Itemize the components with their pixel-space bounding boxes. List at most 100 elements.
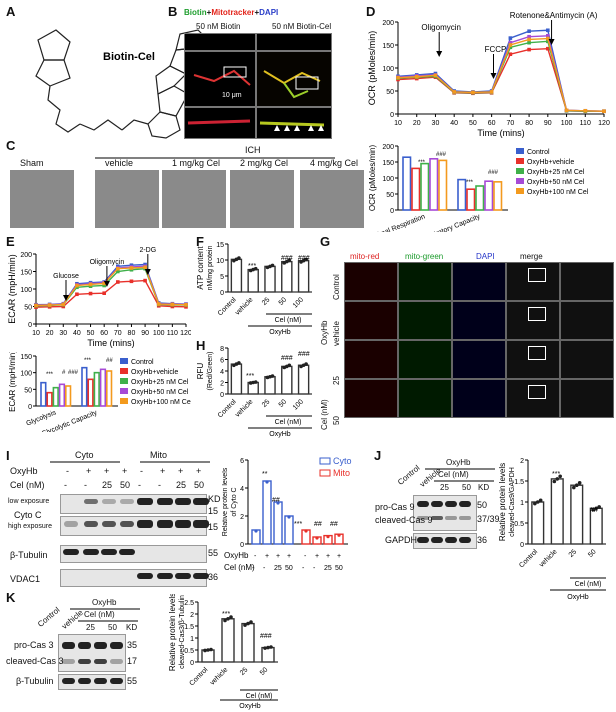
j-control: Control (396, 463, 422, 487)
g-col-merge: merge (520, 252, 543, 261)
data-dot (538, 498, 543, 503)
data-point (546, 34, 550, 38)
y-tick-label: 100 (20, 287, 32, 294)
y-tick-label: 100 (382, 176, 394, 183)
x-tick-label: 30 (432, 120, 440, 127)
bar-1-2 (93, 371, 100, 407)
i-band-low-6 (175, 498, 191, 505)
rot-label: Rotenone&Antimycin (A) (510, 11, 598, 20)
sig-d2: ### (436, 152, 447, 158)
y-axis-label: OCR (pMoles/min) (367, 31, 377, 106)
y-tick-label: 200 (382, 20, 394, 27)
data-point (508, 45, 513, 50)
data-point (508, 36, 513, 40)
cel-label: Cel (nM) (275, 317, 302, 324)
data-dot (337, 533, 341, 537)
panel-label-a: A (6, 4, 16, 19)
panel-label-d: D (366, 4, 376, 19)
bar-0-3 (429, 157, 439, 211)
y-tick-label: 2.5 (184, 600, 194, 607)
g-image-r0-c0 (344, 262, 398, 301)
panel-label-c: C (6, 138, 16, 153)
i-band-high-2 (102, 521, 116, 527)
y-tick-label: 5 (220, 274, 224, 281)
g-zoom-box-0 (528, 268, 546, 282)
x-tick-label: 90 (544, 120, 552, 127)
y-tick-label: 8 (220, 346, 224, 353)
bar-0-4 (438, 159, 448, 211)
bar-0 (230, 258, 243, 293)
panel-b-col2: 50 nM Biotin-Cel (272, 22, 332, 31)
data-dot (533, 501, 537, 506)
cel-val: 25 (324, 565, 332, 572)
x-tick-label: 25 (261, 296, 272, 307)
bar-0 (230, 363, 243, 395)
bar-1-1 (87, 378, 94, 407)
y-axis-label-2: (Red/Green) (207, 352, 214, 391)
oligo-label: Oligomycin (421, 23, 461, 32)
i-kd: KD (208, 494, 221, 504)
k-band-tub-1 (78, 678, 91, 684)
i-cel-val-0: - (64, 480, 67, 490)
y-tick-label: 0 (390, 112, 394, 119)
panel-label-h: H (196, 338, 206, 353)
series-line-1 (35, 279, 187, 308)
x-tick-label: 50 (469, 120, 477, 127)
data-point (184, 302, 188, 307)
x-axis-label: Time (mins) (87, 338, 134, 348)
cel-label: Cel (nM) (275, 419, 302, 426)
data-dot (304, 257, 308, 262)
i-band-tub-2 (101, 549, 117, 555)
i-band-low-3 (120, 499, 134, 504)
x-tick-label: Control (217, 398, 238, 419)
k-cel-line (78, 620, 138, 622)
i-band-high-4 (137, 520, 153, 528)
i-mw-2: 15 (208, 522, 219, 532)
y-tick-label: 200 (20, 252, 32, 259)
data-point (116, 269, 120, 274)
y-tick-label: 200 (382, 144, 394, 151)
sig-vehicle: *** (246, 373, 254, 380)
bar-0-3 (58, 383, 66, 407)
legend-label-2: OxyHb+25 nM Cel (527, 169, 585, 176)
bar-3 (281, 260, 293, 293)
data-dot (237, 361, 241, 365)
g-col-green: mito-green (405, 252, 444, 261)
c-label-2: 1 mg/kg Cel (172, 158, 221, 168)
bar-0-2 (420, 162, 430, 211)
y-axis-label: OCR (pMoles/min) (368, 145, 377, 212)
g-row-vehicle: vehicle (332, 321, 341, 346)
y-tick-label: 2 (190, 612, 194, 619)
j-cel: Cel (nM) (438, 470, 469, 479)
k-band-pro-3 (110, 642, 123, 649)
x-tick-label: 110 (580, 120, 591, 127)
k-kd: KD (126, 623, 138, 632)
x-tick-label: 80 (525, 120, 533, 127)
j-oxy-line (425, 468, 495, 470)
oxy-sign: - (304, 553, 307, 560)
legend-label-3: OxyHb+50 nM Cel (131, 389, 189, 396)
bar-0-1 (262, 480, 272, 545)
y-tick-label: 2 (220, 381, 224, 388)
legend-label-4: OxyHb+100 nM Cel (527, 189, 589, 196)
i-cytc: Cyto C (14, 510, 42, 520)
data-point (527, 37, 531, 42)
g-image-r2-c4 (560, 340, 614, 379)
y-axis-label-2: nM/mg protein (207, 246, 214, 291)
data-point (34, 303, 38, 308)
bar-0-1 (46, 391, 53, 407)
panel-b-title: Biotin+Mitotracker+DAPI (184, 8, 279, 17)
glucose-label: Glucose (53, 273, 79, 280)
oxy-sign: + (337, 553, 341, 560)
x-tick-label: vehicle (234, 398, 254, 418)
panel-label-e: E (6, 234, 15, 249)
legend-cyto-swatch (319, 457, 331, 465)
sig-vehicle: *** (552, 471, 560, 478)
g-row-25: 25 (332, 376, 341, 385)
oxy-sign: - (254, 553, 257, 560)
data-dot (594, 506, 599, 511)
j-pro: pro-Cas 9 (375, 502, 415, 512)
series-line-1 (397, 47, 604, 112)
legend-swatch-0 (516, 148, 524, 154)
